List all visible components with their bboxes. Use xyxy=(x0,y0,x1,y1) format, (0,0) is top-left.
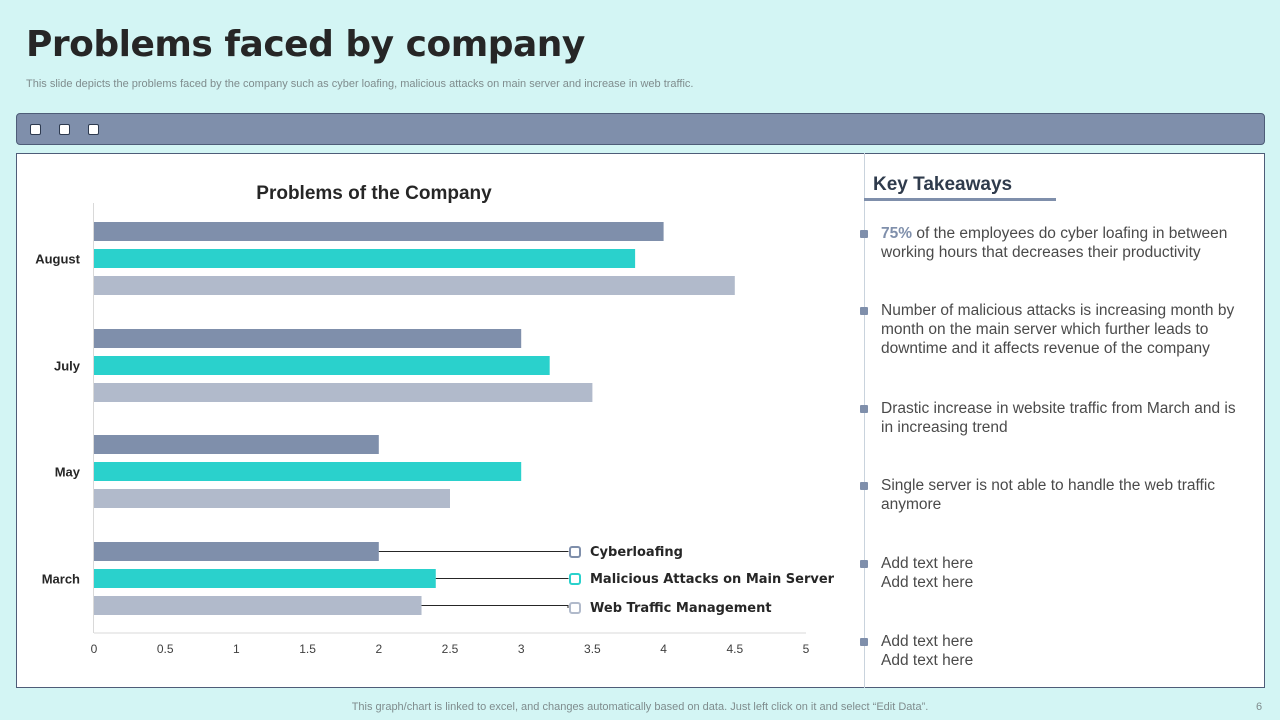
y-category-label: May xyxy=(55,465,81,480)
legend-marker-icon xyxy=(569,602,581,614)
key-takeaways-title: Key Takeaways xyxy=(873,174,1013,195)
bar-cyberloafing-august xyxy=(94,222,664,241)
takeaway-item: Number of malicious attacks is increasin… xyxy=(860,301,1250,358)
bullet-icon xyxy=(860,307,868,315)
takeaway-item: Single server is not able to handle the … xyxy=(860,476,1250,514)
takeaway-item: Drastic increase in website traffic from… xyxy=(860,399,1250,437)
bar-cyberloafing-may xyxy=(94,435,379,454)
y-category-label: March xyxy=(42,572,80,587)
window-button-3[interactable] xyxy=(88,124,99,135)
bullet-icon xyxy=(860,482,868,490)
x-tick-label: 2.5 xyxy=(442,642,459,656)
takeaway-highlight: 75% xyxy=(881,225,913,242)
takeaway-line: Number of malicious attacks is increasin… xyxy=(881,302,1235,357)
chart-title: Problems of the Company xyxy=(256,183,492,204)
bar-web-traffic-management-july xyxy=(94,383,593,402)
x-tick-label: 1.5 xyxy=(299,642,316,656)
x-tick-label: 4.5 xyxy=(726,642,743,656)
legend-leader-line xyxy=(378,551,569,552)
x-tick-label: 0 xyxy=(91,642,98,656)
takeaway-text: Single server is not able to handle the … xyxy=(881,476,1243,514)
takeaway-text: 75% of the employees do cyber loafing in… xyxy=(881,224,1243,262)
y-category-label: July xyxy=(54,359,81,374)
takeaway-line: Add text here xyxy=(881,555,974,572)
x-tick-label: 4 xyxy=(660,642,667,656)
legend-label: Web Traffic Management xyxy=(590,601,772,616)
y-category-label: August xyxy=(35,252,80,267)
legend-label: Malicious Attacks on Main Server xyxy=(590,572,835,587)
x-tick-label: 3.5 xyxy=(584,642,601,656)
bar-cyberloafing-july xyxy=(94,329,522,348)
takeaway-text: Add text here Add text here xyxy=(881,554,1243,592)
bar-malicious-attacks-on-main-server-march xyxy=(94,569,436,588)
window-button-1[interactable] xyxy=(30,124,41,135)
bar-malicious-attacks-on-main-server-july xyxy=(94,356,550,375)
legend-marker-icon xyxy=(569,573,581,585)
legend-label: Cyberloafing xyxy=(590,545,683,560)
takeaway-text: Number of malicious attacks is increasin… xyxy=(881,301,1243,358)
takeaway-line: Add text here xyxy=(881,652,974,669)
x-tick-label: 0.5 xyxy=(157,642,174,656)
takeaway-item: Add text here Add text here xyxy=(860,554,1250,592)
takeaway-line: Drastic increase in website traffic from… xyxy=(881,400,1236,436)
bullet-icon xyxy=(860,560,868,568)
slide-title: Problems faced by company xyxy=(26,24,585,65)
footer-note: This graph/chart is linked to excel, and… xyxy=(351,701,929,713)
takeaway-line: Single server is not able to handle the … xyxy=(881,477,1216,513)
legend-leader-line xyxy=(435,578,569,579)
x-tick-label: 5 xyxy=(803,642,810,656)
legend-leader-line xyxy=(421,605,569,608)
takeaway-text: Drastic increase in website traffic from… xyxy=(881,399,1243,437)
panel-divider xyxy=(864,153,865,688)
takeaway-item: Add text here Add text here xyxy=(860,632,1250,670)
bar-web-traffic-management-august xyxy=(94,276,735,295)
window-bar xyxy=(16,113,1265,145)
takeaway-line: Add text here xyxy=(881,633,974,650)
bar-malicious-attacks-on-main-server-may xyxy=(94,462,522,481)
key-takeaways-underline xyxy=(864,198,1056,201)
takeaway-line: Add text here xyxy=(881,574,974,591)
bar-chart: Problems of the Company 0 0.5 1 1.5 2 2.5 3 3.5 4… xyxy=(35,183,835,656)
window-button-2[interactable] xyxy=(59,124,70,135)
bullet-icon xyxy=(860,230,868,238)
x-tick-label: 3 xyxy=(518,642,525,656)
slide-subtitle: This slide depicts the problems faced by… xyxy=(26,78,694,90)
x-tick-label: 2 xyxy=(375,642,382,656)
takeaway-item: 75% of the employees do cyber loafing in… xyxy=(860,224,1250,262)
x-tick-label: 1 xyxy=(233,642,240,656)
bar-web-traffic-management-march xyxy=(94,596,422,615)
bar-malicious-attacks-on-main-server-august xyxy=(94,249,636,268)
bar-cyberloafing-march xyxy=(94,542,379,561)
page-number: 6 xyxy=(1256,701,1263,713)
bar-web-traffic-management-may xyxy=(94,489,450,508)
legend-marker-icon xyxy=(569,546,581,558)
bullet-icon xyxy=(860,638,868,646)
takeaway-line: of the employees do cyber loafing in bet… xyxy=(881,225,1228,261)
bullet-icon xyxy=(860,405,868,413)
takeaway-text: Add text here Add text here xyxy=(881,632,1243,670)
